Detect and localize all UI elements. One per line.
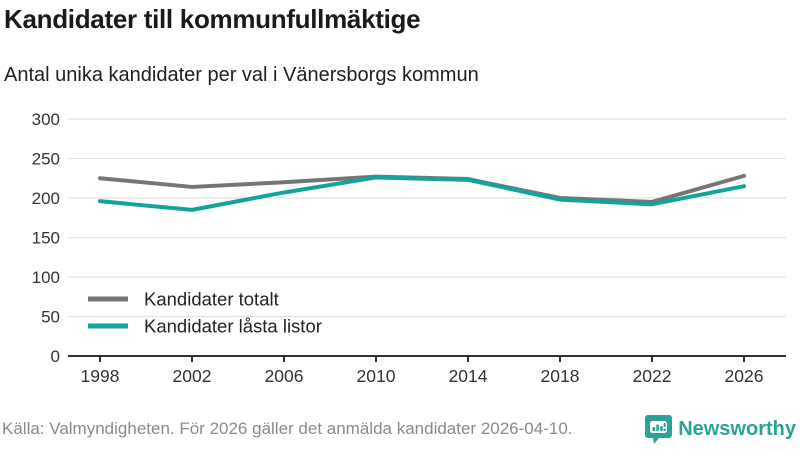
series-line-1 [98,175,746,212]
x-tick-label-2014: 2014 [449,366,488,386]
y-tick-label-300: 300 [32,110,60,129]
newsworthy-brand: Newsworthy [645,414,796,444]
x-tick-label-1998: 1998 [81,366,120,386]
chart-subtitle: Antal unika kandidater per val i Vänersb… [4,64,479,86]
x-tick-label-2010: 2010 [357,366,396,386]
legend-label-1: Kandidater låsta listor [144,316,322,337]
legend-label-0: Kandidater totalt [144,289,279,310]
source-attribution: Källa: Valmyndigheten. För 2026 gäller d… [2,419,573,438]
x-tick-label-2026: 2026 [725,366,764,386]
y-tick-label-250: 250 [32,150,60,169]
y-tick-label-0: 0 [51,347,60,366]
y-tick-label-50: 50 [41,308,60,327]
y-tick-label-200: 200 [32,189,60,208]
x-tick-label-2022: 2022 [633,366,672,386]
chart-footer: Källa: Valmyndigheten. För 2026 gäller d… [0,414,800,450]
newsworthy-brand-name: Newsworthy [678,417,796,440]
x-tick-label-2006: 2006 [265,366,304,386]
chart-title: Kandidater till kommunfullmäktige [4,4,421,34]
newsworthy-logo-icon [645,414,673,444]
line-chart-plot-area: 0 50 100 150 200 250 300 1998 2002 2006 2010 2014 20… [32,110,786,386]
x-tick-label-2018: 2018 [541,366,580,386]
x-tick-label-2002: 2002 [173,366,212,386]
y-tick-label-100: 100 [32,268,60,287]
y-tick-label-150: 150 [32,229,60,248]
